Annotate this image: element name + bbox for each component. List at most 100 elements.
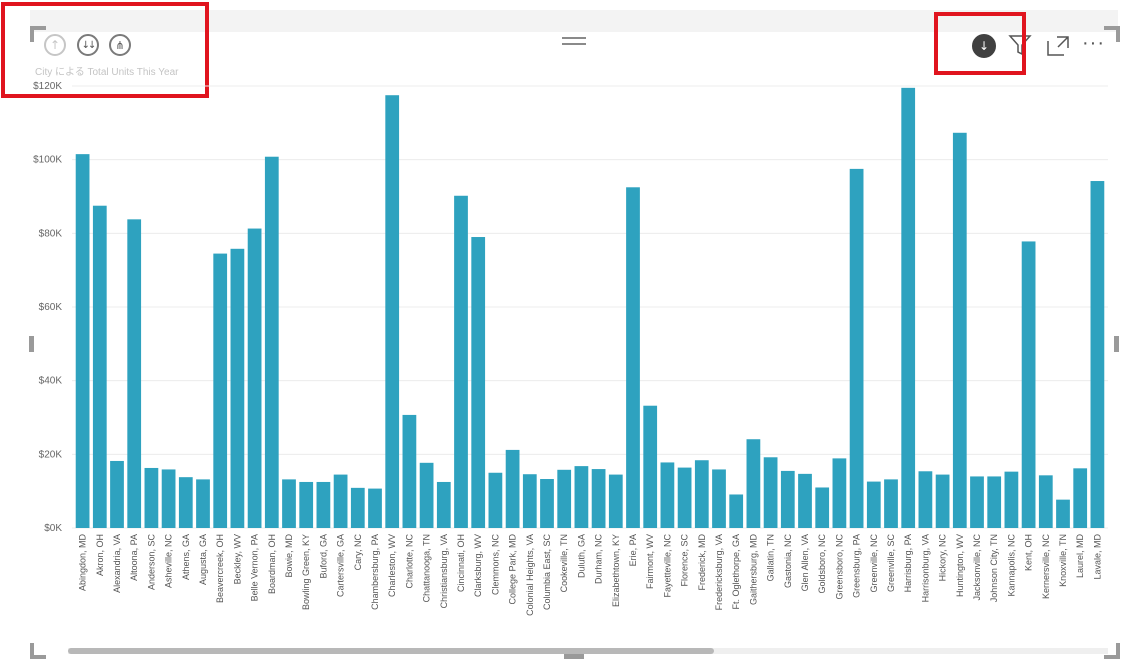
x-tick-label: Bowie, MD [284,534,294,578]
bar[interactable] [230,248,245,529]
bar[interactable] [574,466,589,528]
resize-corner-bottom-left[interactable] [30,643,46,659]
bar[interactable] [626,187,640,529]
resize-corner-top-left[interactable] [30,26,46,42]
x-tick-label: Erie, PA [628,534,638,566]
bar[interactable] [282,479,296,528]
bar[interactable] [780,470,795,528]
bar[interactable] [127,219,142,528]
x-tick-label: Cincinnati, OH [456,534,466,592]
bar[interactable] [660,462,675,528]
resize-corner-bottom-right[interactable] [1104,643,1120,659]
x-tick-label: Florence, SC [680,534,690,587]
bar[interactable] [1090,181,1105,528]
x-tick-label: Johnson City, TN [989,534,999,602]
y-tick-label: $40K [39,376,63,387]
bar[interactable] [763,457,778,528]
x-tick-label: Asheville, NC [164,534,174,589]
bar[interactable] [522,474,537,528]
x-tick-label: Boardman, OH [267,534,277,594]
bar[interactable] [385,95,400,529]
horizontal-scrollbar[interactable] [68,648,714,654]
bar[interactable] [729,494,744,528]
bar[interactable] [540,479,554,528]
bar[interactable] [316,481,331,528]
resize-corner-top-right[interactable] [1104,26,1120,42]
bar[interactable] [161,469,176,528]
bar[interactable] [591,469,606,528]
x-tick-label: Clemmons, NC [490,534,500,596]
bar[interactable] [264,156,279,528]
bar[interactable] [1004,471,1019,528]
bar[interactable] [1021,241,1036,528]
x-tick-label: Anderson, SC [146,534,156,591]
x-tick-label: Alexandria, VA [112,534,122,593]
x-axis: Abingdon, MD Akron, OH Alexandria, VA Altoo… [78,533,1103,615]
focus-mode-icon[interactable] [1046,35,1070,57]
bar[interactable] [196,479,210,528]
bar[interactable] [92,205,107,528]
bar[interactable] [505,449,520,528]
bar[interactable] [333,474,348,528]
drill-mode-icon[interactable]: ↓ [972,34,996,58]
more-options-button[interactable]: ··· [1082,32,1105,54]
bar[interactable] [436,481,451,528]
bar[interactable] [368,488,382,528]
chart-visual[interactable] [30,10,1118,659]
drill-up-icon[interactable]: ↑ [44,34,66,56]
bar[interactable] [110,460,124,528]
bar[interactable] [643,405,658,528]
expand-hierarchy-icon[interactable]: ⋔ [109,34,131,56]
x-tick-label: Altoona, PA [129,534,139,581]
x-tick-label: Glen Allen, VA [800,534,810,591]
bar[interactable] [1073,468,1088,528]
drill-all-down-icon[interactable]: ↓↓ [77,34,99,56]
drag-grip-line-1[interactable] [562,37,586,39]
bar[interactable] [213,253,228,528]
bar[interactable] [299,481,314,528]
bar[interactable] [1056,499,1070,528]
drag-grip-line-2[interactable] [562,43,586,45]
bar[interactable] [350,487,365,528]
bar[interactable] [849,168,864,529]
bar[interactable] [402,414,417,528]
bar[interactable] [454,195,468,528]
bar[interactable] [488,472,503,528]
bar[interactable] [746,439,761,528]
bar[interactable] [935,474,950,528]
bar[interactable] [608,474,623,528]
bar[interactable] [471,237,486,528]
bar[interactable] [815,487,830,528]
x-tick-label: Columbia East, SC [542,534,552,611]
x-tick-label: Gastonia, NC [783,534,793,589]
bar[interactable] [1038,475,1053,528]
x-tick-label: Cookeville, TN [559,534,569,592]
bar[interactable] [247,228,262,529]
x-tick-label: Beavercreek, OH [215,534,225,603]
bar[interactable] [178,477,193,528]
bar[interactable] [557,469,572,528]
resize-handle-bottom[interactable] [564,653,584,659]
bar[interactable] [970,476,984,528]
x-tick-label: Christiansburg, VA [439,534,449,608]
bar[interactable] [144,467,159,528]
bar[interactable] [832,458,847,528]
bar[interactable] [918,471,933,528]
bar[interactable] [798,473,812,528]
x-tick-label: Greensboro, NC [834,534,844,600]
resize-handle-left[interactable] [29,336,34,352]
bar[interactable] [901,87,916,528]
bar[interactable] [677,467,692,528]
bar[interactable] [884,479,898,528]
bar[interactable] [987,476,1002,528]
bar[interactable] [712,469,726,528]
y-tick-label: $20K [39,449,63,460]
bar[interactable] [694,460,709,528]
bar[interactable] [75,154,90,528]
bar[interactable] [952,132,967,528]
bar[interactable] [419,462,434,528]
y-tick-label: $60K [39,302,63,313]
bar[interactable] [866,481,881,528]
resize-handle-right[interactable] [1114,336,1119,352]
